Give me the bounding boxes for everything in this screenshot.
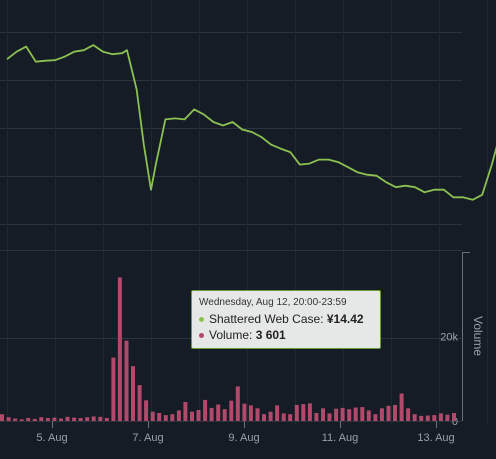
volume-bar bbox=[117, 277, 122, 422]
volume-bar bbox=[85, 417, 90, 421]
x-axis-ticks: 5. Aug 7. Aug 9. Aug 11. Aug 13. Aug bbox=[36, 421, 455, 444]
price-line bbox=[6, 44, 496, 201]
volume-bar bbox=[445, 414, 450, 421]
volume-bar bbox=[268, 411, 273, 421]
volume-bar bbox=[216, 404, 221, 421]
tooltip-volume-label: Volume: bbox=[209, 328, 256, 342]
volume-bar bbox=[360, 407, 365, 421]
x-tick-label: 11. Aug bbox=[322, 432, 359, 444]
volume-axis: 0 20k Volume bbox=[440, 252, 485, 428]
volume-bar bbox=[248, 405, 253, 421]
volume-bar bbox=[242, 403, 247, 421]
volume-bar bbox=[65, 416, 70, 421]
volume-bar bbox=[111, 357, 116, 421]
volume-bar bbox=[294, 404, 299, 421]
volume-bar bbox=[314, 413, 319, 421]
volume-bar bbox=[203, 399, 208, 421]
volume-tick-label: 20k bbox=[440, 332, 458, 344]
tooltip-volume-row: Volume: 3 601 bbox=[199, 327, 373, 343]
volume-bar bbox=[13, 418, 18, 421]
volume-bar bbox=[393, 404, 397, 421]
tooltip: Wednesday, Aug 12, 20:00-23:59 Shattered… bbox=[191, 290, 381, 349]
volume-bar bbox=[438, 413, 443, 421]
volume-bar bbox=[353, 407, 358, 421]
volume-bar bbox=[321, 408, 325, 421]
volume-bar bbox=[229, 400, 234, 421]
volume-bar bbox=[301, 404, 306, 421]
volume-bar bbox=[399, 393, 404, 421]
volume-bar bbox=[412, 414, 417, 421]
volume-bar bbox=[373, 414, 378, 421]
volume-bar bbox=[281, 413, 286, 421]
gridlines bbox=[0, 0, 488, 425]
volume-bar bbox=[137, 385, 142, 421]
volume-bar bbox=[327, 413, 332, 421]
volume-bar bbox=[425, 415, 430, 421]
volume-bar bbox=[379, 408, 384, 421]
volume-bar bbox=[452, 413, 456, 421]
volume-bar bbox=[150, 411, 155, 421]
volume-bar bbox=[366, 410, 371, 421]
volume-bar bbox=[72, 417, 77, 421]
volume-legend-dot bbox=[199, 333, 204, 339]
price-legend-dot bbox=[199, 317, 204, 323]
x-tick-label: 9. Aug bbox=[228, 432, 259, 444]
volume-axis-title: Volume bbox=[471, 316, 485, 356]
volume-bar bbox=[104, 418, 109, 421]
volume-bar bbox=[98, 416, 103, 421]
x-tick-label: 7. Aug bbox=[132, 432, 163, 444]
volume-tick-label: 0 bbox=[452, 416, 458, 428]
volume-bar bbox=[334, 408, 339, 421]
volume-bar bbox=[131, 366, 135, 421]
volume-bar bbox=[163, 415, 168, 421]
volume-bar bbox=[419, 415, 424, 421]
volume-bar bbox=[190, 411, 194, 421]
volume-bar bbox=[307, 403, 312, 421]
volume-bar bbox=[288, 414, 293, 421]
volume-bar bbox=[255, 408, 260, 421]
volume-bar bbox=[196, 410, 201, 421]
volume-bar bbox=[39, 417, 44, 421]
volume-bar bbox=[157, 413, 162, 421]
volume-bar bbox=[262, 414, 266, 421]
volume-bar bbox=[340, 407, 345, 421]
tooltip-volume-value: 3 601 bbox=[255, 328, 286, 342]
volume-bar bbox=[19, 419, 24, 421]
volume-bar bbox=[6, 417, 11, 421]
tooltip-date: Wednesday, Aug 12, 20:00-23:59 bbox=[199, 297, 347, 308]
x-tick-label: 5. Aug bbox=[36, 432, 67, 444]
volume-bar bbox=[170, 414, 175, 421]
volume-bar bbox=[0, 414, 4, 421]
volume-bar bbox=[406, 408, 411, 421]
volume-bar bbox=[386, 405, 391, 421]
tooltip-price-value: ¥14.42 bbox=[326, 312, 364, 326]
volume-bar bbox=[124, 340, 129, 421]
volume-bar bbox=[78, 418, 83, 421]
volume-bar bbox=[183, 402, 188, 421]
x-tick-label: 13. Aug bbox=[417, 432, 454, 444]
volume-bar bbox=[59, 418, 63, 421]
volume-bars bbox=[0, 277, 456, 422]
volume-bar bbox=[347, 409, 352, 421]
tooltip-price-row: Shattered Web Case: ¥14.42 bbox=[199, 311, 373, 327]
volume-bar bbox=[45, 418, 50, 421]
volume-bar bbox=[32, 418, 37, 421]
volume-bar bbox=[144, 400, 149, 421]
volume-bar bbox=[91, 416, 96, 421]
volume-bar bbox=[222, 409, 227, 421]
volume-bar bbox=[26, 418, 31, 421]
volume-bar bbox=[432, 415, 437, 421]
volume-bar bbox=[275, 405, 280, 421]
volume-bar bbox=[235, 386, 240, 421]
tooltip-price-label: Shattered Web Case: bbox=[209, 312, 327, 326]
volume-bar bbox=[176, 410, 181, 421]
volume-bar bbox=[209, 407, 214, 421]
volume-bar bbox=[52, 417, 57, 421]
